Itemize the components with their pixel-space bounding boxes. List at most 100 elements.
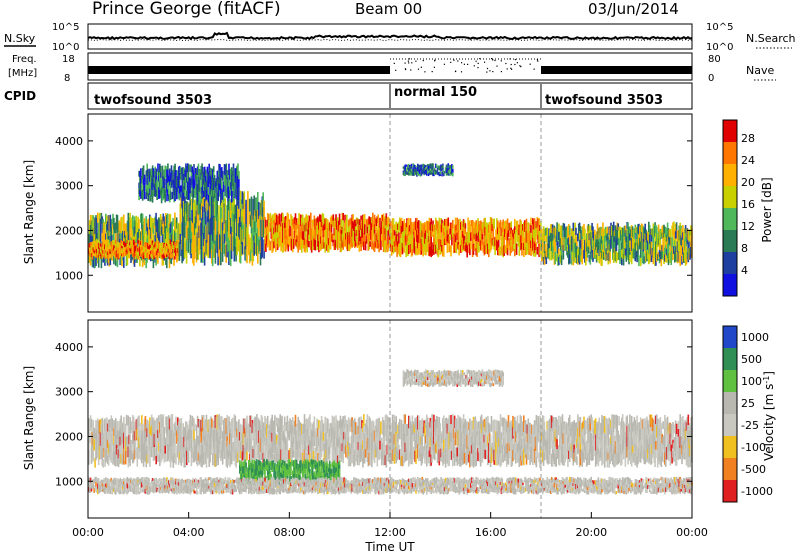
heatmap-cell: [175, 455, 177, 465]
heatmap-cell: [573, 223, 575, 232]
heatmap-cell: [114, 251, 116, 254]
heatmap-cell: [111, 453, 113, 463]
heatmap-cell: [466, 245, 468, 258]
nave-dot: [467, 64, 468, 65]
heatmap-cell: [136, 243, 138, 246]
heatmap-cell: [521, 249, 523, 255]
noise-left-label: N.Sky: [4, 32, 36, 45]
heatmap-cell: [271, 225, 273, 234]
nave-dot: [534, 69, 535, 70]
heatmap-cell: [167, 213, 169, 223]
heatmap-cell: [609, 252, 611, 264]
heatmap-cell: [445, 458, 447, 468]
heatmap-cell: [175, 417, 177, 427]
heatmap-cell: [174, 438, 176, 446]
heatmap-cell: [688, 236, 690, 242]
heatmap-cell: [601, 259, 603, 267]
y-tick-label: 3000: [55, 180, 83, 193]
freq-bar-1: [88, 66, 390, 74]
colorbar-segment: [723, 120, 737, 142]
y-tick-label: 1000: [55, 269, 83, 282]
heatmap-cell: [302, 214, 304, 222]
nave-label: Nave: [746, 64, 774, 77]
colorbar-tick-label: 24: [741, 154, 755, 167]
heatmap-cell: [342, 213, 344, 220]
nave-dot: [496, 66, 497, 67]
heatmap-cell: [333, 214, 335, 220]
heatmap-cell: [102, 418, 104, 434]
heatmap-cell: [164, 190, 166, 202]
heatmap-cell: [404, 414, 406, 423]
nave-dot: [444, 64, 445, 65]
freq-right-tick-bottom: 0: [708, 73, 714, 84]
heatmap-cell: [493, 233, 495, 240]
heatmap-cell: [211, 419, 213, 428]
freq-panel: Freq. [MHz] 18 8 80 0 Nave: [8, 53, 776, 84]
heatmap-cell: [167, 164, 169, 171]
heatmap-cell: [651, 242, 653, 249]
heatmap-cell: [523, 250, 525, 257]
heatmap-cell: [640, 250, 642, 258]
colorbar-segment: [723, 142, 737, 164]
nave-dot: [457, 60, 458, 61]
heatmap-cell: [157, 454, 159, 462]
heatmap-cell: [439, 172, 441, 174]
heatmap-cell: [491, 416, 493, 432]
nave-dot: [415, 61, 416, 62]
heatmap-cell: [310, 213, 312, 226]
heatmap-cell: [287, 444, 289, 453]
heatmap-cell: [190, 193, 192, 200]
heatmap-cell: [552, 233, 554, 242]
heatmap-cell: [365, 449, 367, 458]
heatmap-cell: [422, 436, 424, 445]
heatmap-cell: [141, 415, 143, 425]
heatmap-cell: [171, 242, 173, 245]
freq-left-tick-top: 18: [62, 54, 75, 65]
heatmap-cell: [448, 218, 450, 227]
nave-dot: [487, 68, 488, 69]
heatmap-cell: [164, 446, 166, 454]
colorbar-tick-label: 16: [741, 198, 755, 211]
heatmap-cell: [268, 233, 270, 239]
heatmap-cell: [160, 166, 162, 172]
heatmap-cell: [262, 223, 264, 238]
heatmap-cell: [452, 169, 454, 173]
heatmap-cell: [189, 206, 191, 218]
nave-dot: [530, 64, 531, 65]
heatmap-cell: [221, 416, 223, 424]
heatmap-cell: [439, 423, 441, 431]
nave-dot: [519, 65, 520, 66]
heatmap-cell: [147, 455, 149, 464]
nave-dot: [395, 70, 396, 71]
heatmap-cell: [160, 172, 162, 178]
heatmap-cell: [452, 165, 454, 169]
heatmap-cell: [180, 224, 182, 234]
heatmap-cell: [128, 416, 130, 426]
nave-dot: [453, 60, 454, 61]
heatmap-cell: [132, 253, 134, 257]
heatmap-cell: [208, 195, 210, 203]
heatmap-cell: [199, 192, 201, 204]
heatmap-cell: [185, 184, 187, 191]
heatmap-cell: [103, 249, 105, 252]
nave-dot: [484, 62, 485, 63]
nave-dot: [515, 59, 516, 60]
nave-dot: [461, 62, 462, 63]
heatmap-cell: [238, 179, 240, 187]
heatmap-cell: [395, 416, 397, 432]
heatmap-cell: [220, 250, 222, 265]
heatmap-cell: [181, 418, 183, 430]
heatmap-cell: [597, 253, 599, 260]
heatmap-cell: [164, 454, 166, 462]
heatmap-cell: [671, 237, 673, 249]
heatmap-cell: [125, 424, 127, 437]
heatmap-cell: [265, 451, 267, 459]
heatmap-cell: [335, 214, 337, 221]
heatmap-cell: [445, 438, 447, 448]
heatmap-cell: [161, 426, 163, 438]
heatmap-cell: [232, 418, 234, 428]
heatmap-cell: [220, 427, 222, 438]
heatmap-cell: [513, 244, 515, 249]
heatmap-cell: [144, 218, 146, 230]
